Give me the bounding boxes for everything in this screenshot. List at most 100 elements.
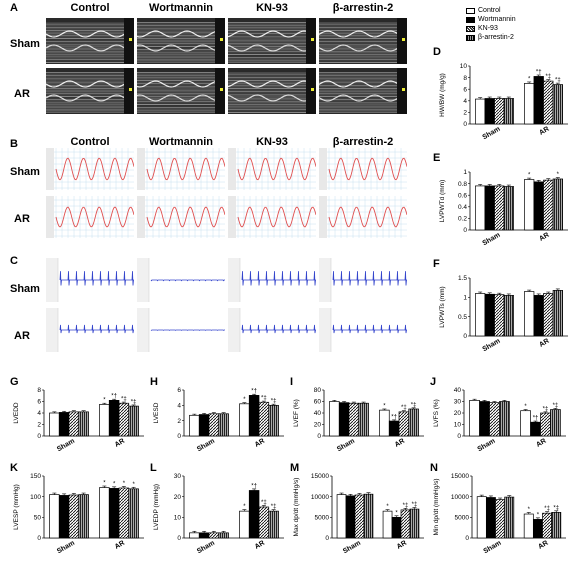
bar-chart-lvpwtd: 0 0.2 0.4 0.6 0.8 1 LVPWTd (mm) Sham * * AR — [439, 169, 568, 247]
legend-item-barrestin: β-arrestin-2 — [466, 33, 516, 42]
bar-d — [484, 98, 495, 125]
y-tick-label: 4 — [177, 403, 181, 410]
row-label-ar-b: AR — [14, 213, 30, 225]
x-tick-label: Sham — [342, 540, 362, 556]
col-header-barrestin-a: β-arrestin-2 — [332, 2, 394, 14]
bar-g — [99, 404, 110, 437]
y-tick-label: 20 — [454, 410, 462, 417]
bar-n — [542, 512, 553, 539]
y-tick-label: 1 — [463, 169, 467, 176]
y-tick-label: 0 — [317, 433, 321, 440]
bar-n — [523, 513, 534, 539]
bar-m — [363, 493, 374, 539]
bar-l — [268, 510, 279, 539]
y-tick-label: 80 — [314, 387, 322, 394]
ecg-trace-tile — [228, 258, 316, 302]
bar-e — [543, 179, 554, 231]
significance-label: *† — [251, 389, 257, 395]
row-label-sham-c: Sham — [10, 283, 40, 295]
bar-d — [524, 83, 535, 125]
significance-label: * — [383, 403, 386, 409]
bar-d — [543, 80, 554, 125]
bar-j — [489, 402, 500, 437]
x-tick-label: Sham — [336, 438, 356, 454]
bar-i — [338, 402, 350, 437]
legend-swatch-wortmannin — [466, 16, 475, 23]
significance-label: *‡ — [271, 399, 277, 405]
significance-label: *† — [111, 394, 117, 400]
x-tick-label: AR — [538, 126, 550, 137]
y-tick-label: 30 — [454, 399, 462, 406]
significance-label: *‡ — [412, 502, 418, 508]
col-header-barrestin-b: β-arrestin-2 — [332, 136, 394, 148]
y-tick-label: 100 — [30, 494, 41, 501]
bar-e — [552, 178, 563, 231]
echo-tile — [319, 18, 407, 64]
echo-tile — [228, 68, 316, 114]
bar-g — [108, 400, 120, 437]
bar-j — [530, 421, 541, 437]
bar-f — [552, 290, 563, 337]
y-tick-label: 10000 — [311, 494, 329, 501]
bar-h — [218, 413, 229, 437]
y-tick-label: 10 — [454, 422, 462, 429]
legend-swatch-barrestin — [466, 34, 475, 41]
y-tick-label: 5000 — [455, 515, 470, 522]
bar-h — [208, 413, 220, 437]
significance-label: *‡ — [411, 402, 417, 408]
bar-m — [354, 494, 365, 539]
panel-letter-f: F — [433, 258, 440, 270]
bar-g — [128, 405, 139, 437]
ecg-trace-tile — [319, 308, 407, 352]
y-tick-label: 10000 — [451, 494, 469, 501]
significance-label: *‡ — [544, 506, 550, 512]
bar-i — [348, 402, 360, 437]
bar-j — [479, 401, 490, 437]
y-tick-label: 1.5 — [458, 275, 467, 282]
bar-n — [551, 512, 562, 539]
bar-e — [475, 185, 486, 231]
bar-d — [475, 98, 486, 125]
pressure-trace-tile — [228, 148, 316, 190]
y-tick-label: 0.5 — [458, 314, 467, 321]
y-tick-label: 15000 — [451, 473, 469, 480]
significance-label: * — [524, 404, 527, 410]
bar-g — [68, 411, 80, 437]
y-tick-label: 0.4 — [458, 204, 467, 211]
y-axis-label: LVEDD — [13, 402, 20, 423]
bar-chart-lvesd: 0 2 4 6 LVESD Sham * *† *‡ *‡ AR — [153, 387, 284, 453]
bar-d — [552, 84, 563, 125]
legend-item-kn93: KN-93 — [466, 24, 516, 33]
bar-n — [532, 519, 543, 539]
bar-n — [485, 497, 496, 539]
x-tick-label: Sham — [481, 126, 501, 142]
y-tick-label: 10 — [174, 515, 182, 522]
echo-tile — [46, 18, 134, 64]
panel-letter-n: N — [430, 462, 438, 474]
y-axis-label: LVESD — [153, 402, 160, 423]
bar-h — [268, 404, 279, 437]
echo-tile — [46, 68, 134, 114]
y-tick-label: 1 — [463, 295, 467, 302]
ecg-trace-tile — [46, 258, 134, 302]
y-tick-label: 40 — [314, 410, 322, 417]
ecg-trace-tile — [228, 308, 316, 352]
panel-letter-h: H — [150, 376, 158, 388]
panel-letter-m: M — [290, 462, 300, 474]
bar-h — [258, 401, 270, 437]
legend-item-control: Control — [466, 6, 516, 15]
legend-item-wortmannin: Wortmannin — [466, 15, 516, 24]
echo-tile — [137, 18, 225, 64]
x-tick-label: Sham — [482, 540, 502, 556]
bar-chart-lvfs: 0 10 20 30 40 LVFS (%) Sham * *† *‡ *‡ AR — [433, 387, 566, 453]
significance-label: * — [113, 481, 116, 487]
significance-label: * — [103, 398, 106, 404]
col-header-control-a: Control — [70, 2, 110, 14]
bar-g — [118, 402, 130, 437]
row-label-sham-a: Sham — [10, 38, 40, 50]
bar-e — [503, 186, 514, 231]
significance-label: *† — [391, 414, 397, 420]
significance-label: * — [528, 507, 531, 513]
col-header-wortmannin-a: Wortmannin — [149, 2, 213, 14]
y-axis-label: LVPWTd (mm) — [439, 180, 446, 223]
